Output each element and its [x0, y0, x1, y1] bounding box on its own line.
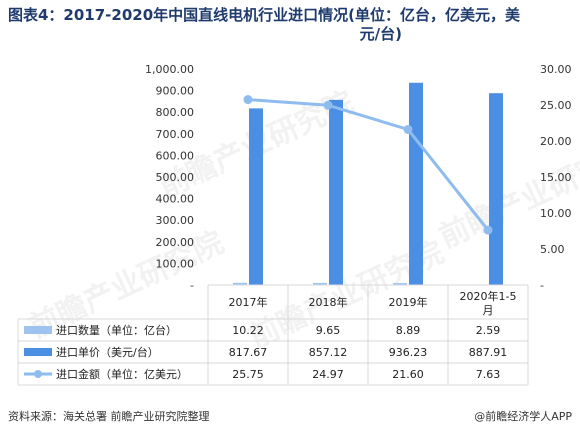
left-axis-tick-label: 300.00	[156, 214, 195, 227]
left-axis-tick-label: 600.00	[156, 149, 195, 162]
table-value: 24.97	[312, 368, 344, 381]
legend-series-name: 进口金额（单位：亿美元）	[56, 367, 188, 381]
line-amount-point	[403, 124, 413, 134]
legend-swatch-marker	[34, 370, 42, 378]
table-value: 857.12	[309, 346, 348, 359]
source-note: 资料来源：海关总署 前瞻产业研究院整理	[8, 410, 210, 423]
table-value: 7.63	[476, 368, 501, 381]
table-value: 8.89	[396, 324, 421, 337]
right-axis-tick-label: 5.00	[540, 243, 565, 256]
right-axis-tick-label: -	[540, 279, 544, 292]
left-axis-tick-label: 100.00	[156, 257, 195, 270]
right-axis-tick-label: 25.00	[540, 99, 572, 112]
category-label: 月	[483, 304, 494, 317]
bar-quantity	[313, 282, 327, 285]
bar-quantity	[393, 283, 407, 285]
left-axis-tick-label: 900.00	[156, 85, 195, 98]
right-axis-tick-label: 30.00	[540, 63, 572, 76]
line-amount-point	[483, 225, 493, 235]
left-axis-tick-label: 400.00	[156, 193, 195, 206]
left-axis-tick-label: 1,000.00	[145, 63, 194, 76]
table-value: 2.59	[476, 324, 501, 337]
chart-title-line2: 元/台)	[359, 25, 402, 43]
table-value: 10.22	[232, 324, 264, 337]
left-axis-tick-label: 800.00	[156, 106, 195, 119]
brand-label: @前瞻经济学人APP	[474, 410, 572, 423]
legend-swatch	[24, 348, 52, 356]
right-axis-tick-label: 20.00	[540, 135, 572, 148]
chart-title-line1: 图表4：2017-2020年中国直线电机行业进口情况(单位：亿台，亿美元，美	[8, 6, 521, 24]
legend-series-name: 进口单价（美元/台）	[56, 345, 159, 359]
category-label: 2020年1-5	[460, 289, 517, 303]
line-amount	[247, 98, 490, 231]
table-value: 25.75	[232, 368, 264, 381]
category-label: 2017年	[229, 295, 268, 309]
left-axis-tick-label: 200.00	[156, 236, 195, 249]
legend-series-name: 进口数量（单位：亿台）	[56, 323, 177, 337]
left-axis-tick-label: 500.00	[156, 171, 195, 184]
bar-price	[409, 82, 423, 285]
line-amount-point	[243, 95, 253, 105]
table-value: 936.23	[389, 346, 428, 359]
right-axis-tick-label: 10.00	[540, 207, 572, 220]
table-value: 9.65	[316, 324, 341, 337]
table-value: 817.67	[229, 346, 268, 359]
left-axis-tick-label: -	[190, 279, 194, 292]
category-label: 2019年	[389, 295, 428, 309]
table-value: 887.91	[469, 346, 508, 359]
bar-price	[489, 93, 503, 285]
bar-price	[249, 108, 263, 286]
bar-quantity	[233, 282, 247, 285]
right-axis-tick-label: 15.00	[540, 171, 572, 184]
legend-swatch	[24, 326, 52, 334]
line-amount-point	[323, 100, 333, 110]
category-label: 2018年	[309, 295, 348, 309]
table-value: 21.60	[392, 368, 424, 381]
left-axis-tick-label: 700.00	[156, 128, 195, 141]
chart-title: 图表4：2017-2020年中国直线电机行业进口情况(单位：亿台，亿美元，美 元…	[8, 6, 572, 44]
bar-price	[329, 99, 343, 285]
